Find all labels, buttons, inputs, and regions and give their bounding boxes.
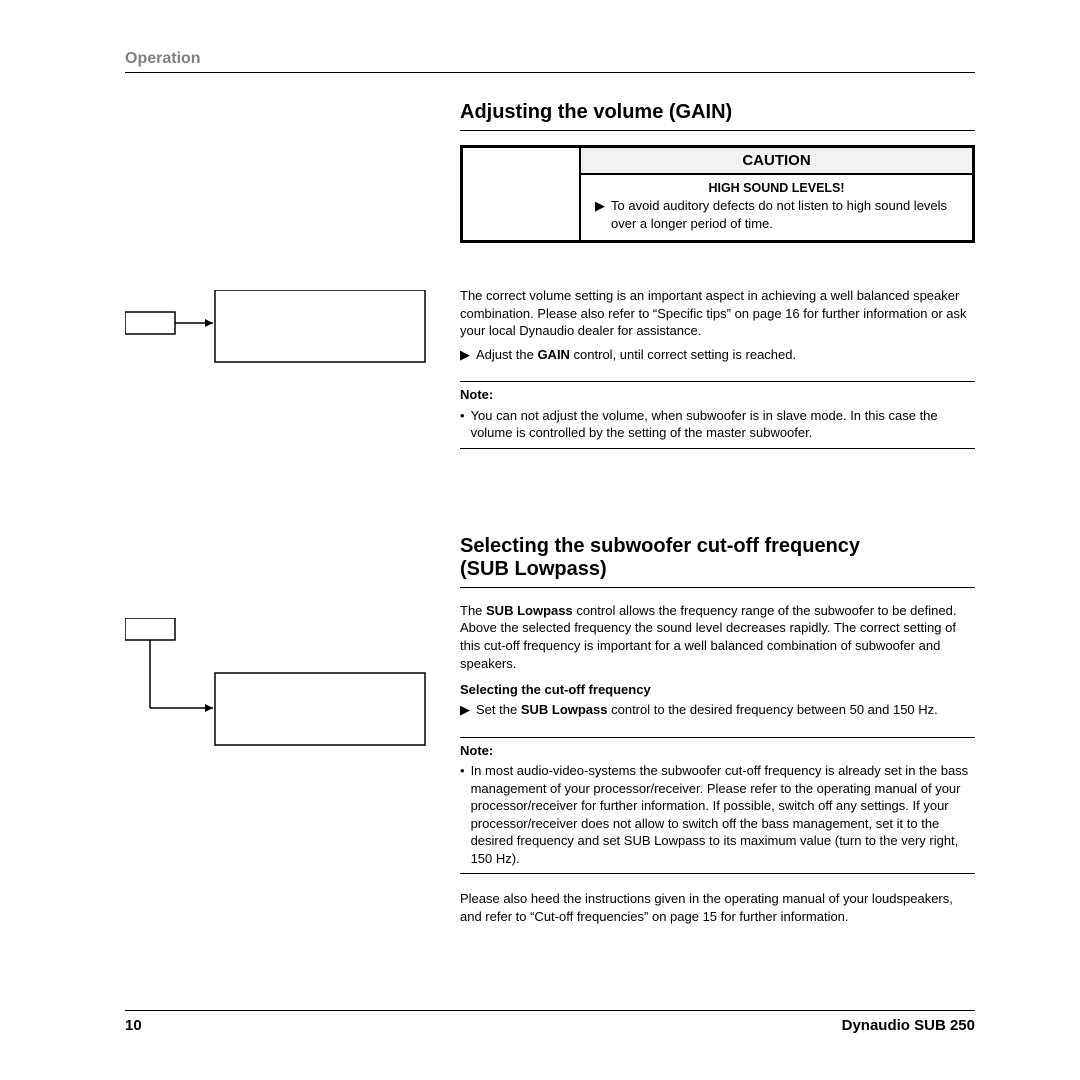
caution-subtitle: HIGH SOUND LEVELS! [581, 175, 972, 197]
gain-note: Note: • You can not adjust the volume, w… [460, 381, 975, 449]
text-bold: SUB Lowpass [486, 603, 573, 618]
caution-icon-area [463, 148, 581, 240]
text: control, until correct setting is reache… [570, 347, 796, 362]
text-bold: GAIN [537, 347, 570, 362]
heading-lowpass: Selecting the subwoofer cut-off frequenc… [460, 535, 975, 588]
lowpass-instruction: ▶ Set the SUB Lowpass control to the des… [460, 701, 975, 719]
caution-title: CAUTION [581, 148, 972, 175]
heading-line1: Selecting the subwoofer cut-off frequenc… [460, 535, 860, 557]
section-name: Operation [125, 50, 975, 68]
caution-body: ▶ To avoid auditory defects do not liste… [581, 197, 972, 240]
heading-line2: (SUB Lowpass) [460, 558, 607, 580]
heading-gain: Adjusting the volume (GAIN) [460, 101, 975, 131]
page-number: 10 [125, 1017, 142, 1034]
doc-title: Dynaudio SUB 250 [842, 1017, 975, 1034]
lowpass-instruction-text: Set the SUB Lowpass control to the desir… [476, 701, 938, 719]
page-header: Operation [125, 50, 975, 73]
note-text: You can not adjust the volume, when subw… [471, 407, 975, 442]
caution-text: To avoid auditory defects do not listen … [611, 197, 958, 232]
gain-instruction-text: Adjust the GAIN control, until correct s… [476, 346, 796, 364]
note-label: Note: [460, 386, 975, 404]
note-text: In most audio-video-systems the subwoofe… [471, 762, 975, 867]
text: The [460, 603, 486, 618]
gain-paragraph: The correct volume setting is an importa… [460, 287, 975, 340]
triangle-icon: ▶ [460, 346, 470, 364]
caution-content: CAUTION HIGH SOUND LEVELS! ▶ To avoid au… [581, 148, 972, 240]
text: Adjust the [476, 347, 537, 362]
section-gain: Adjusting the volume (GAIN) CAUTION HIGH… [460, 101, 975, 449]
lowpass-paragraph: The SUB Lowpass control allows the frequ… [460, 602, 975, 672]
figure-lowpass-diagram [125, 618, 435, 758]
bullet-icon: • [460, 407, 465, 442]
spacer [125, 449, 975, 535]
gain-instruction: ▶ Adjust the GAIN control, until correct… [460, 346, 975, 364]
text: control to the desired frequency between… [608, 702, 938, 717]
lowpass-note: Note: • In most audio-video-systems the … [460, 737, 975, 875]
lowpass-subhead: Selecting the cut-off frequency [460, 682, 975, 697]
figure-gain-diagram [125, 290, 435, 370]
section-lowpass: Selecting the subwoofer cut-off frequenc… [460, 535, 975, 926]
text: Set the [476, 702, 521, 717]
triangle-icon: ▶ [460, 701, 470, 719]
triangle-icon: ▶ [595, 197, 605, 232]
caution-box: CAUTION HIGH SOUND LEVELS! ▶ To avoid au… [460, 145, 975, 243]
lowpass-closing: Please also heed the instructions given … [460, 890, 975, 925]
note-label: Note: [460, 742, 975, 760]
page-footer: 10 Dynaudio SUB 250 [125, 1010, 975, 1034]
text-bold: SUB Lowpass [521, 702, 608, 717]
bullet-icon: • [460, 762, 465, 867]
